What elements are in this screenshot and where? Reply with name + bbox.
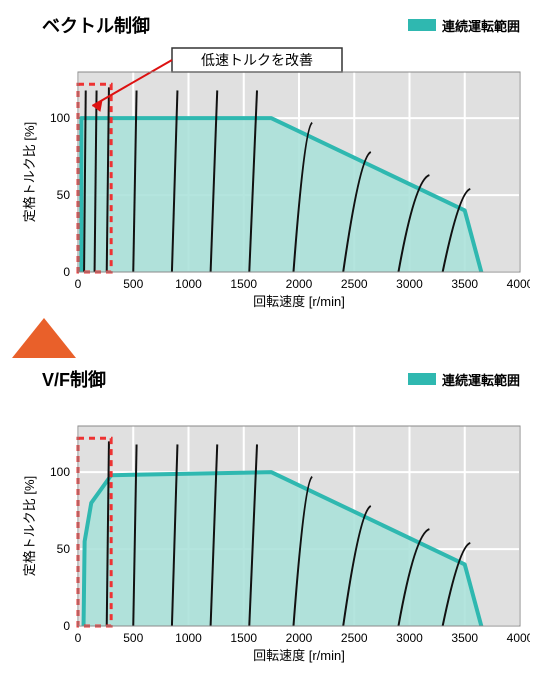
svg-text:0: 0: [63, 265, 70, 279]
chart2-legend: 連続運転範囲: [408, 370, 520, 389]
svg-text:500: 500: [123, 277, 143, 291]
svg-text:100: 100: [50, 111, 70, 125]
chart1-legend: 連続運転範囲: [408, 16, 520, 35]
svg-text:50: 50: [57, 188, 71, 202]
svg-text:2500: 2500: [341, 277, 368, 291]
chart-vf-control: V/F制御 連続運転範囲 050010001500200025003000350…: [12, 366, 530, 666]
chart1-header: ベクトル制御 連続運転範囲: [12, 12, 530, 42]
svg-text:0: 0: [75, 631, 82, 645]
svg-text:4000: 4000: [507, 631, 530, 645]
svg-text:50: 50: [57, 542, 71, 556]
svg-text:2000: 2000: [286, 277, 313, 291]
svg-text:500: 500: [123, 631, 143, 645]
svg-text:1500: 1500: [230, 277, 257, 291]
svg-text:2000: 2000: [286, 631, 313, 645]
svg-text:回転速度 [r/min]: 回転速度 [r/min]: [253, 648, 345, 663]
chart-vector-control: ベクトル制御 連続運転範囲 05001000150020002500300035…: [12, 12, 530, 312]
chart1-plot: 05001000150020002500300035004000回転速度 [r/…: [12, 42, 530, 312]
svg-text:定格トルク比 [%]: 定格トルク比 [%]: [22, 122, 37, 222]
separator-arrow: [12, 318, 530, 358]
svg-text:3500: 3500: [451, 277, 478, 291]
svg-text:100: 100: [50, 465, 70, 479]
chart1-title: ベクトル制御: [42, 12, 150, 38]
svg-text:3000: 3000: [396, 631, 423, 645]
svg-text:1000: 1000: [175, 277, 202, 291]
svg-text:1000: 1000: [175, 631, 202, 645]
svg-text:回転速度 [r/min]: 回転速度 [r/min]: [253, 294, 345, 309]
svg-text:0: 0: [75, 277, 82, 291]
svg-text:低速トルクを改善: 低速トルクを改善: [201, 52, 313, 68]
chart2-header: V/F制御 連続運転範囲: [12, 366, 530, 396]
legend-swatch: [408, 373, 436, 385]
legend-swatch: [408, 19, 436, 31]
svg-text:0: 0: [63, 619, 70, 633]
legend-label: 連続運転範囲: [442, 16, 520, 35]
svg-text:2500: 2500: [341, 631, 368, 645]
legend-label: 連続運転範囲: [442, 370, 520, 389]
chart2-title: V/F制御: [42, 366, 106, 392]
svg-text:3500: 3500: [451, 631, 478, 645]
svg-text:定格トルク比 [%]: 定格トルク比 [%]: [22, 476, 37, 576]
svg-text:3000: 3000: [396, 277, 423, 291]
chart2-plot: 05001000150020002500300035004000回転速度 [r/…: [12, 396, 530, 666]
svg-text:1500: 1500: [230, 631, 257, 645]
svg-text:4000: 4000: [507, 277, 530, 291]
